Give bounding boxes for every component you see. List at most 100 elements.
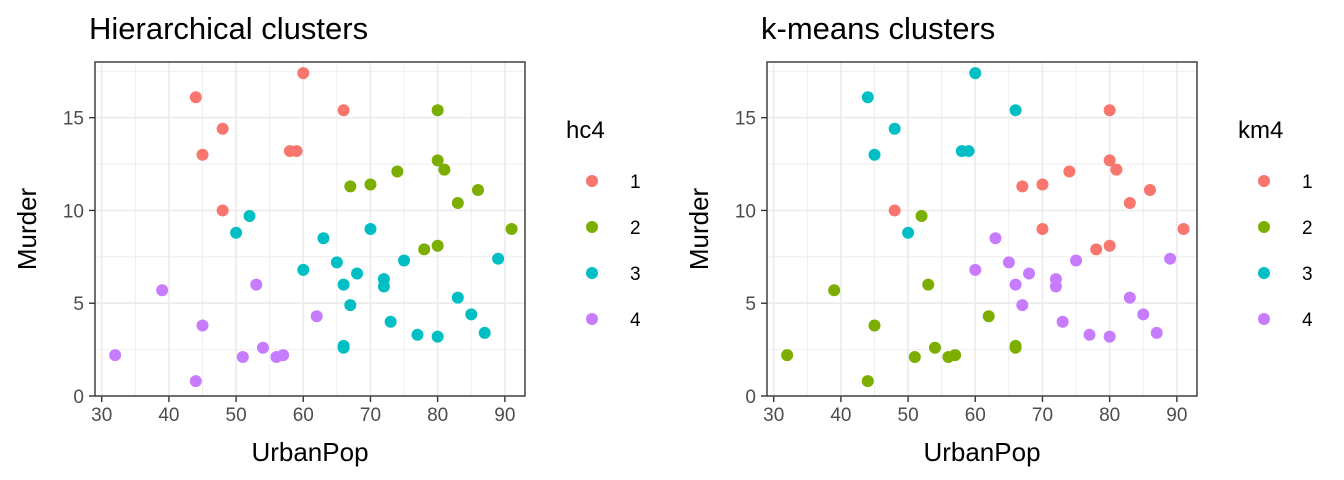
data-point-cluster-2	[922, 278, 935, 291]
legend-key	[1258, 313, 1270, 325]
data-point-cluster-2	[915, 210, 928, 223]
legend: hc4 1 2 3 4	[566, 117, 641, 331]
data-point-cluster-3	[337, 341, 350, 354]
legend-title: km4	[1238, 117, 1283, 144]
plot-area	[95, 62, 525, 396]
data-point-cluster-4	[1002, 256, 1015, 269]
data-point-cluster-4	[989, 232, 1002, 245]
data-point-cluster-3	[478, 326, 491, 339]
data-point-cluster-2	[982, 310, 995, 323]
x-axis-label: UrbanPop	[923, 437, 1040, 467]
x-tick-label: 90	[494, 405, 515, 426]
data-point-cluster-2	[344, 180, 357, 193]
data-point-cluster-3	[962, 145, 975, 158]
x-tick-label: 60	[293, 405, 314, 426]
data-point-cluster-3	[492, 252, 505, 265]
data-point-cluster-1	[1090, 243, 1103, 256]
y-tick-label: 10	[63, 201, 84, 222]
data-point-cluster-4	[1016, 299, 1029, 312]
y-tick-label: 0	[73, 387, 84, 408]
x-tick-label: 80	[1099, 405, 1120, 426]
y-tick-label: 15	[735, 109, 756, 130]
data-point-cluster-1	[216, 122, 229, 135]
legend-key	[586, 221, 598, 233]
data-point-cluster-1	[1143, 184, 1156, 197]
legend-label: 4	[630, 310, 641, 331]
data-point-cluster-1	[1063, 165, 1076, 178]
data-point-cluster-3	[377, 280, 390, 293]
x-tick-label: 60	[965, 405, 986, 426]
data-point-cluster-3	[317, 232, 330, 245]
data-point-cluster-4	[1056, 315, 1069, 328]
x-tick-label: 70	[1032, 405, 1053, 426]
data-point-cluster-1	[1123, 197, 1136, 210]
y-tick-label: 15	[63, 109, 84, 130]
data-point-cluster-1	[297, 67, 310, 80]
data-point-cluster-4	[109, 349, 122, 362]
legend-key	[586, 175, 598, 187]
data-point-cluster-2	[942, 351, 955, 364]
data-point-cluster-3	[297, 263, 310, 276]
data-point-cluster-3	[888, 122, 901, 135]
data-point-cluster-3	[344, 299, 357, 312]
x-tick-label: 40	[158, 405, 179, 426]
data-point-cluster-2	[364, 178, 377, 191]
legend-key	[1258, 221, 1270, 233]
data-point-cluster-1	[1103, 239, 1116, 252]
data-point-cluster-1	[1016, 180, 1029, 193]
y-axis-label: Murder	[12, 187, 42, 270]
y-tick-label: 10	[735, 201, 756, 222]
data-point-cluster-4	[1164, 252, 1177, 265]
data-point-cluster-2	[908, 351, 921, 364]
legend-key	[1258, 267, 1270, 279]
x-tick-label: 30	[763, 405, 784, 426]
y-axis-label: Murder	[684, 187, 714, 270]
data-point-cluster-3	[451, 291, 464, 304]
legend-label: 1	[630, 172, 641, 193]
data-point-cluster-3	[337, 278, 350, 291]
plot-border	[94, 61, 526, 397]
data-point-cluster-1	[1110, 163, 1123, 176]
legend-label: 3	[1302, 264, 1313, 285]
data-point-cluster-4	[1103, 330, 1116, 343]
x-tick-label: 30	[91, 405, 112, 426]
data-point-cluster-2	[861, 375, 874, 388]
data-point-cluster-1	[290, 145, 303, 158]
data-point-cluster-3	[411, 328, 424, 341]
chart-title: Hierarchical clusters	[89, 11, 368, 46]
legend-label: 3	[630, 264, 641, 285]
data-point-cluster-4	[1083, 328, 1096, 341]
data-point-cluster-1	[216, 204, 229, 217]
legend-key	[1258, 175, 1270, 187]
data-point-cluster-4	[1123, 291, 1136, 304]
y-tick-label: 0	[745, 387, 756, 408]
data-point-cluster-2	[418, 243, 431, 256]
data-point-cluster-3	[902, 226, 915, 239]
data-point-cluster-1	[888, 204, 901, 217]
legend-label: 1	[1302, 172, 1313, 193]
data-point-cluster-3	[230, 226, 243, 239]
data-point-cluster-1	[1103, 154, 1116, 167]
data-point-cluster-3	[243, 210, 256, 223]
x-axis-label: UrbanPop	[251, 437, 368, 467]
data-point-cluster-4	[156, 284, 169, 297]
data-point-cluster-4	[189, 375, 202, 388]
plot-border	[766, 61, 1198, 397]
data-point-cluster-2	[781, 349, 794, 362]
x-tick-label: 90	[1166, 405, 1187, 426]
data-point-cluster-1	[1036, 178, 1049, 191]
data-point-cluster-2	[868, 319, 881, 332]
data-point-cluster-3	[364, 223, 377, 235]
chart-title: k-means clusters	[761, 11, 995, 46]
data-point-cluster-4	[250, 278, 263, 291]
data-point-cluster-3	[1009, 104, 1022, 117]
legend-label: 2	[1302, 218, 1313, 239]
data-point-cluster-2	[1009, 341, 1022, 354]
data-point-cluster-2	[451, 197, 464, 210]
x-tick-label: 70	[360, 405, 381, 426]
legend-label: 4	[1302, 310, 1313, 331]
data-point-cluster-2	[391, 165, 404, 178]
plot-area	[767, 62, 1197, 396]
